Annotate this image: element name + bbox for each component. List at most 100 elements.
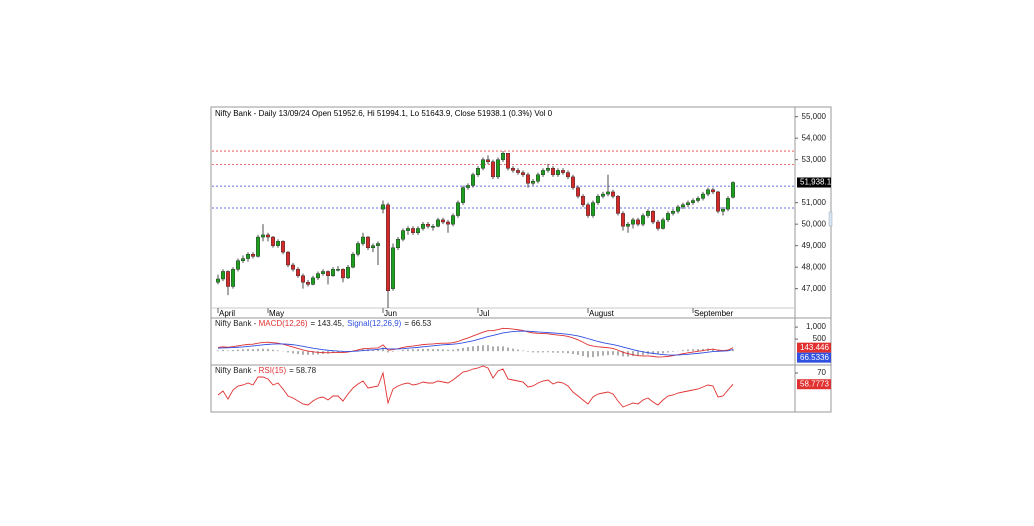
indicator-line — [217, 327, 734, 358]
candle-body — [696, 198, 701, 201]
y-tick-label: 70 — [817, 368, 826, 377]
candle-body — [436, 219, 441, 227]
panel-prefix: Nifty Bank - — [215, 319, 259, 328]
candle-body — [546, 168, 551, 171]
y-tick-label: 49,000 — [802, 241, 827, 250]
candle-body — [381, 204, 386, 210]
panel-header: Nifty Bank - MACD(12,26) = 143.45, Signal(… — [215, 319, 432, 328]
candle-body — [641, 215, 646, 225]
candle-body — [521, 172, 526, 175]
legend-name: RSI(15) — [259, 366, 287, 375]
candle-body — [701, 193, 706, 199]
candle-body — [626, 223, 631, 227]
legend-readout: = 143.45, — [310, 319, 344, 328]
candle-body — [416, 228, 421, 233]
candle-body — [466, 185, 471, 188]
candle-body — [326, 271, 331, 276]
y-tick-label: 1,000 — [806, 322, 827, 331]
candle-body — [351, 254, 356, 268]
candle-body — [250, 254, 255, 257]
candle-body — [511, 168, 516, 171]
x-tick-label: Jul — [479, 309, 489, 318]
candle-body — [571, 176, 576, 188]
candle-body — [230, 269, 235, 287]
candle-body — [496, 159, 501, 178]
candle-body — [676, 206, 681, 212]
candle-body — [321, 271, 326, 274]
scroll-handle[interactable] — [828, 211, 833, 227]
candle-body — [651, 211, 656, 223]
candle-body — [431, 226, 436, 228]
last-value-box — [797, 342, 831, 353]
candle-body — [471, 174, 476, 186]
candle-body — [646, 211, 651, 216]
candle-body — [551, 168, 556, 175]
legend-name: MACD(12,26) — [259, 319, 308, 328]
candle-body — [225, 271, 230, 287]
candle-body — [681, 204, 686, 208]
y-tick-label: 51,000 — [802, 198, 827, 207]
candle-body — [386, 204, 391, 292]
x-tick-label: May — [269, 309, 284, 318]
chart-frame — [210, 106, 832, 413]
candle-body — [636, 219, 641, 225]
candle-body — [256, 236, 261, 257]
candle-body — [616, 196, 621, 214]
candle-body — [576, 187, 581, 197]
y-tick-label: 54,000 — [802, 133, 827, 142]
candle-body — [506, 153, 511, 169]
candle-body — [391, 247, 396, 289]
y-tick-label: 50,000 — [802, 219, 827, 228]
candle-body — [561, 170, 566, 173]
candle-body — [686, 202, 691, 206]
candle-body — [406, 228, 411, 231]
candle-body — [240, 258, 245, 261]
candle-body — [621, 213, 626, 227]
candle-body — [281, 241, 286, 253]
candle-body — [541, 170, 546, 175]
panel-prefix: Nifty Bank - — [215, 366, 259, 375]
candle-body — [716, 191, 721, 212]
indicator-line — [217, 330, 734, 356]
candle-body — [316, 273, 321, 279]
candle-body — [666, 213, 671, 221]
candle-body — [356, 243, 361, 255]
x-tick-label: Jun — [384, 309, 397, 318]
candle-body — [301, 275, 306, 283]
candle-body — [556, 170, 561, 175]
y-tick-label: 500 — [813, 334, 827, 343]
candle-body — [591, 202, 596, 216]
candle-body — [296, 269, 301, 276]
chart-title: Nifty Bank - Daily 13/09/24 Open 51952.6… — [215, 109, 553, 118]
legend-name: Signal(12,26,9) — [347, 319, 402, 328]
candle-body — [341, 269, 346, 279]
last-value-label: 66.5336 — [800, 353, 829, 362]
candle-body — [491, 161, 496, 178]
y-tick-label: 48,000 — [802, 262, 827, 271]
last-price-box — [797, 177, 831, 188]
candle-body — [691, 200, 696, 203]
candle-body — [456, 202, 461, 216]
legend-readout: = 66.53 — [404, 319, 431, 328]
candle-body — [566, 172, 571, 178]
candle-body — [721, 208, 726, 212]
x-tick-label: September — [694, 309, 733, 318]
candle-body — [726, 198, 731, 210]
candle-body — [215, 278, 220, 283]
last-value-box — [797, 379, 831, 390]
candle-body — [245, 254, 250, 259]
y-tick-label: 55,000 — [802, 112, 827, 121]
candle-body — [461, 187, 466, 203]
candle-body — [286, 251, 291, 266]
candle-body — [411, 228, 416, 233]
candle-body — [451, 215, 456, 225]
candle-body — [421, 223, 426, 229]
legend-readout: = 58.78 — [289, 366, 316, 375]
candle-body — [306, 282, 311, 285]
candle-body — [271, 236, 276, 246]
candle-body — [596, 196, 601, 203]
candle-body — [606, 191, 611, 195]
panel-header: Nifty Bank - RSI(15) = 58.78 — [215, 366, 317, 375]
y-tick-label: 53,000 — [802, 155, 827, 164]
